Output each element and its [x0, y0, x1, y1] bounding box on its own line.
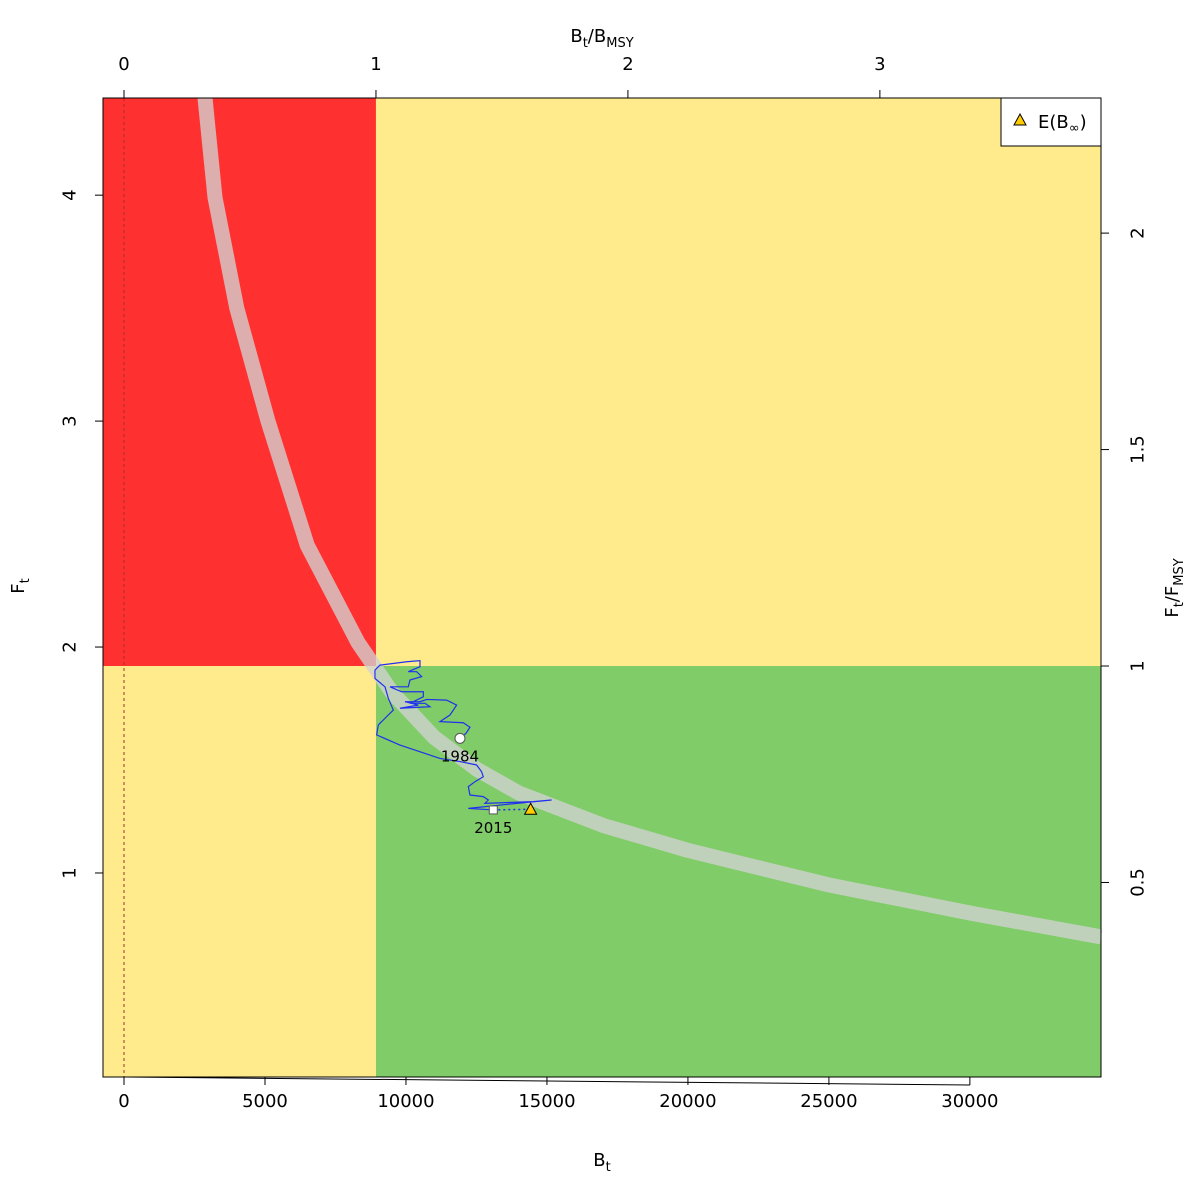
x-tick-label: 30000 — [941, 1091, 998, 1112]
y-tick-label: 1 — [59, 867, 80, 878]
x-tick-label: 25000 — [800, 1091, 857, 1112]
top-tick-label: 0 — [118, 54, 129, 75]
right-tick-label: 0.5 — [1127, 868, 1148, 897]
y-tick-label: 3 — [59, 415, 80, 426]
y-tick-label: 2 — [59, 641, 80, 652]
start-year-label: 1984 — [441, 747, 479, 765]
x-tick-label: 20000 — [659, 1091, 716, 1112]
zone-overfished — [103, 666, 376, 1077]
msy-catch-curve — [197, 97, 1103, 945]
x-tick-label: 0 — [118, 1091, 129, 1112]
legend: E(B∞) — [1000, 97, 1102, 147]
end-point-marker — [488, 805, 498, 815]
zone-sustainable — [375, 666, 1101, 1077]
x-tick-label: 5000 — [242, 1091, 288, 1112]
x-axis-line — [124, 1076, 970, 1086]
legend-label: E(B∞) — [1038, 112, 1087, 136]
biomass-f-trajectory — [374, 659, 552, 811]
y-axis-label: Ft — [8, 578, 33, 593]
top-tick-label: 2 — [622, 54, 633, 75]
plot-frame — [102, 97, 1102, 1078]
x-axis-label: Bt — [593, 1150, 610, 1175]
x-tick-label: 10000 — [377, 1091, 434, 1112]
top-tick-label: 3 — [874, 54, 885, 75]
legend-triangle-icon — [1013, 112, 1027, 126]
zone-overfished-overfishing — [103, 98, 376, 667]
y-tick-label: 4 — [59, 189, 80, 200]
x-tick-label: 15000 — [518, 1091, 575, 1112]
e-binf-marker — [523, 802, 538, 815]
right-tick-label: 1.5 — [1127, 435, 1148, 464]
right-tick-label: 1 — [1127, 660, 1148, 671]
projection-line — [493, 808, 531, 811]
top-axis-label: Bt/BMSY — [570, 26, 633, 51]
right-axis-label: Ft/FMSY — [1162, 558, 1187, 617]
start-point-marker — [454, 732, 466, 744]
zone-overfishing — [375, 98, 1101, 667]
right-tick-label: 2 — [1127, 227, 1148, 238]
top-tick-label: 1 — [370, 54, 381, 75]
end-year-label: 2015 — [474, 819, 512, 837]
